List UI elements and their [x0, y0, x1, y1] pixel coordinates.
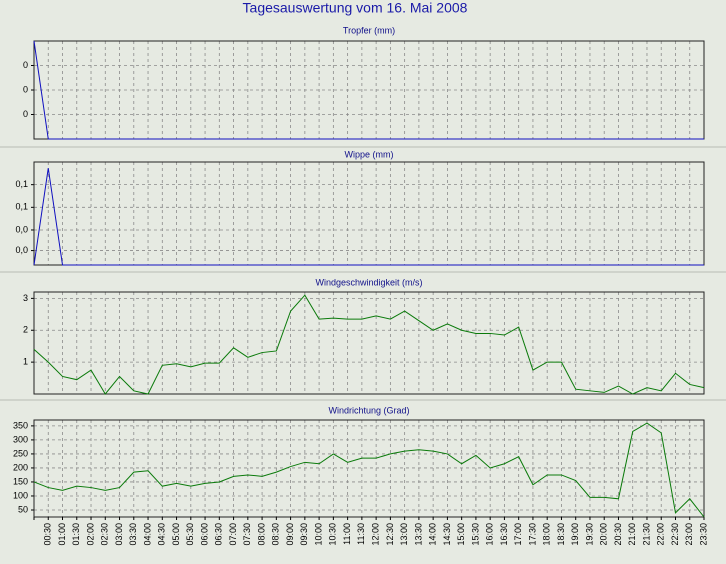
- x-tick-label: 02:00: [85, 523, 95, 546]
- x-tick-label: 01:30: [71, 523, 81, 546]
- x-tick-label: 17:00: [513, 523, 523, 546]
- x-tick-label: 11:00: [342, 523, 352, 545]
- x-tick-label: 21:00: [627, 523, 637, 546]
- y-tick-label: 0,1: [15, 202, 28, 212]
- x-tick-label: 23:30: [698, 523, 708, 546]
- x-tick-label: 13:00: [399, 523, 409, 546]
- y-tick-label: 300: [13, 434, 28, 444]
- x-tick-label: 14:30: [442, 523, 452, 546]
- plot-frame: [33, 419, 705, 518]
- data-line: [33, 40, 704, 140]
- x-tick-label: 03:30: [128, 523, 138, 546]
- x-tick-label: 06:30: [214, 523, 224, 546]
- x-tick-label: 22:30: [670, 523, 680, 546]
- x-tick-label: 08:00: [256, 523, 266, 546]
- x-tick-label: 20:00: [599, 523, 609, 546]
- x-tick-label: 09:00: [285, 523, 295, 546]
- panel-title: Windrichtung (Grad): [328, 405, 409, 415]
- x-tick-label: 06:00: [199, 523, 209, 546]
- y-tick-label: 2: [23, 325, 28, 335]
- x-tick-label: 00:30: [43, 523, 53, 546]
- y-tick-label: 200: [13, 462, 28, 472]
- x-tick-label: 17:30: [527, 523, 537, 546]
- x-tick-label: 08:30: [271, 523, 281, 546]
- y-tick-label: 0: [23, 109, 28, 119]
- x-tick-label: 11:30: [356, 523, 366, 545]
- x-tick-label: 20:30: [613, 523, 623, 546]
- x-tick-label: 12:00: [371, 523, 381, 546]
- data-line: [33, 168, 704, 266]
- x-tick-label: 12:30: [385, 523, 395, 546]
- x-tick-label: 04:00: [142, 523, 152, 546]
- panel-title: Windgeschwindigkeit (m/s): [315, 277, 422, 287]
- x-tick-label: 09:30: [299, 523, 309, 546]
- x-tick-label: 23:00: [684, 523, 694, 546]
- x-tick-label: 13:30: [413, 523, 423, 546]
- x-tick-label: 19:00: [570, 523, 580, 546]
- x-tick-label: 03:00: [114, 523, 124, 546]
- x-tick-label: 18:00: [542, 523, 552, 546]
- y-tick-label: 0,0: [15, 224, 28, 234]
- x-tick-label: 16:00: [485, 523, 495, 546]
- y-tick-label: 3: [23, 293, 28, 303]
- panel-title: Wippe (mm): [345, 149, 394, 159]
- panel-title: Tropfer (mm): [343, 25, 395, 35]
- data-line: [33, 294, 705, 395]
- x-tick-label: 01:00: [57, 523, 67, 546]
- plot-frame: [33, 291, 705, 395]
- x-tick-label: 22:00: [656, 523, 666, 546]
- x-tick-label: 10:30: [328, 523, 338, 546]
- x-tick-label: 07:00: [228, 523, 238, 546]
- x-tick-label: 05:30: [185, 523, 195, 546]
- x-tick-label: 19:30: [584, 523, 594, 546]
- x-tick-label: 14:00: [428, 523, 438, 546]
- y-tick-label: 150: [13, 476, 28, 486]
- x-tick-label: 04:30: [157, 523, 167, 546]
- page-title: Tagesauswertung vom 16. Mai 2008: [243, 0, 468, 16]
- y-tick-label: 250: [13, 448, 28, 458]
- x-tick-label: 10:00: [313, 523, 323, 546]
- y-tick-label: 0: [23, 84, 28, 94]
- x-tick-label: 02:30: [100, 523, 110, 546]
- x-tick-label: 18:30: [556, 523, 566, 546]
- plot-frame: [33, 40, 705, 140]
- x-tick-label: 15:00: [456, 523, 466, 546]
- x-tick-label: 16:30: [499, 523, 509, 546]
- y-tick-label: 350: [13, 420, 28, 430]
- y-tick-label: 50: [18, 504, 28, 514]
- data-line: [33, 422, 705, 518]
- y-tick-label: 100: [13, 490, 28, 500]
- x-tick-label: 07:30: [242, 523, 252, 546]
- y-tick-label: 0,0: [15, 245, 28, 255]
- plot-frame: [33, 161, 705, 266]
- y-tick-label: 0: [23, 60, 28, 70]
- x-tick-label: 21:30: [641, 523, 651, 546]
- y-tick-label: 0,1: [15, 179, 28, 189]
- y-tick-label: 1: [23, 357, 28, 367]
- x-tick-label: 05:00: [171, 523, 181, 546]
- x-tick-label: 15:30: [470, 523, 480, 546]
